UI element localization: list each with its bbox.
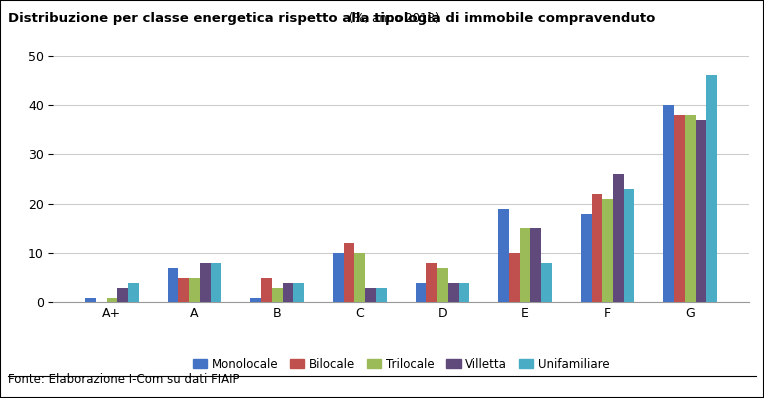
Bar bbox=[344, 243, 354, 302]
Bar bbox=[613, 174, 623, 302]
Bar bbox=[376, 288, 387, 302]
Bar bbox=[251, 298, 261, 302]
Bar bbox=[261, 278, 272, 302]
Bar bbox=[623, 189, 634, 302]
Bar bbox=[663, 105, 674, 302]
Bar bbox=[509, 253, 520, 302]
Bar bbox=[498, 209, 509, 302]
Bar bbox=[591, 194, 602, 302]
Bar bbox=[283, 283, 293, 302]
Bar bbox=[333, 253, 344, 302]
Bar bbox=[520, 228, 530, 302]
Bar bbox=[530, 228, 541, 302]
Text: (%, anno 2018): (%, anno 2018) bbox=[345, 12, 440, 25]
Bar bbox=[448, 283, 458, 302]
Bar bbox=[541, 263, 552, 302]
Bar bbox=[106, 298, 118, 302]
Bar bbox=[200, 263, 211, 302]
Bar bbox=[179, 278, 189, 302]
Bar bbox=[272, 288, 283, 302]
Bar bbox=[365, 288, 376, 302]
Bar bbox=[354, 253, 365, 302]
Bar bbox=[168, 268, 179, 302]
Bar bbox=[707, 76, 717, 302]
Bar bbox=[293, 283, 304, 302]
Bar bbox=[211, 263, 222, 302]
Bar bbox=[581, 214, 591, 302]
Bar bbox=[85, 298, 96, 302]
Bar bbox=[189, 278, 200, 302]
Bar bbox=[437, 268, 448, 302]
Text: Fonte: Elaborazione I-Com su dati FIAIP: Fonte: Elaborazione I-Com su dati FIAIP bbox=[8, 373, 239, 386]
Legend: Monolocale, Bilocale, Trilocale, Villetta, Unifamiliare: Monolocale, Bilocale, Trilocale, Villett… bbox=[188, 353, 614, 375]
Bar bbox=[128, 283, 139, 302]
Bar bbox=[416, 283, 426, 302]
Bar bbox=[458, 283, 469, 302]
Text: Distribuzione per classe energetica rispetto alla tipologia di immobile comprave: Distribuzione per classe energetica risp… bbox=[8, 12, 655, 25]
Bar bbox=[685, 115, 696, 302]
Bar bbox=[118, 288, 128, 302]
Bar bbox=[602, 199, 613, 302]
Bar bbox=[674, 115, 685, 302]
Bar bbox=[426, 263, 437, 302]
Bar bbox=[696, 120, 707, 302]
